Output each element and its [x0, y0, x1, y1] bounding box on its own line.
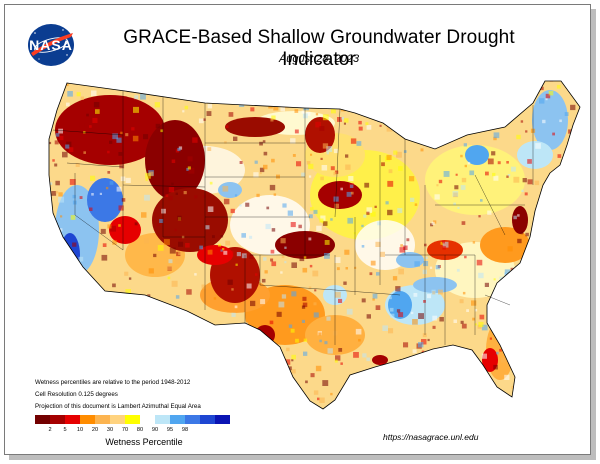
legend-swatch [50, 415, 65, 424]
nasa-logo: NASA [28, 24, 74, 66]
country-outline [48, 80, 581, 410]
legend-swatch [200, 415, 215, 424]
legend-swatch [65, 415, 80, 424]
legend-tick-label: 80 [136, 427, 144, 433]
legend-tick-label: 90 [151, 427, 159, 433]
source-url: https://nasagrace.unl.edu [383, 432, 479, 442]
note-baseline-period: Wetness percentiles are relative to the … [35, 379, 191, 386]
legend-swatch [170, 415, 185, 424]
legend-swatch [35, 415, 50, 424]
legend: 2 5 10 20 30 70 80 90 95 98 Wetness Percentile [33, 415, 265, 454]
note-cell-resolution: Cell Resolution 0.125 degrees [35, 391, 118, 398]
map-date: August 28, 2023 [278, 53, 360, 65]
legend-tick-label: 98 [181, 427, 189, 433]
legend-swatch [155, 415, 170, 424]
legend-tick-label: 95 [166, 427, 174, 433]
map-title: GRACE-Based Shallow Groundwater Drought … [123, 27, 515, 70]
note-projection: Projection of this document is Lambert A… [35, 403, 201, 410]
map-frame: NASA GRACE-Based Shallow Groundwater Dro… [4, 4, 591, 455]
legend-tick-label: 2 [48, 427, 52, 433]
legend-swatch [125, 415, 140, 424]
legend-title: Wetness Percentile [105, 437, 183, 447]
state-boundaries [52, 91, 534, 345]
legend-swatch [215, 415, 230, 424]
legend-tick-label: 70 [121, 427, 129, 433]
legend-swatch [110, 415, 125, 424]
legend-swatch [80, 415, 95, 424]
legend-swatch [95, 415, 110, 424]
legend-tick-label: 20 [91, 427, 99, 433]
us-drought-map [48, 80, 581, 410]
legend-swatch [185, 415, 200, 424]
legend-tick-label: 30 [106, 427, 114, 433]
legend-swatch [140, 415, 155, 424]
legend-tick-label: 5 [63, 427, 67, 433]
legend-tick-label: 10 [76, 427, 84, 433]
svg-text:NASA: NASA [29, 37, 73, 53]
